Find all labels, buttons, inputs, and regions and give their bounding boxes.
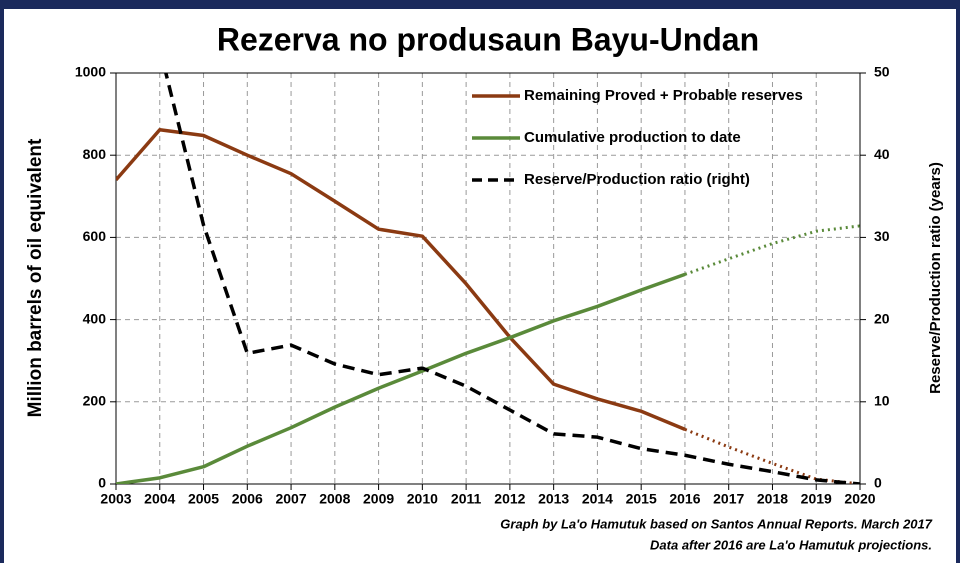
x-tick-label: 2009 xyxy=(363,491,394,507)
y2-tick-label: 10 xyxy=(874,393,890,409)
y-axis-label: Million barrels of oil equivalent xyxy=(25,138,46,417)
y-tick-label: 400 xyxy=(83,310,107,326)
plot-lines xyxy=(116,73,860,484)
x-tick-label: 2003 xyxy=(100,491,131,507)
y-tick-label: 1000 xyxy=(75,64,106,80)
legend-label: Remaining Proved + Probable reserves xyxy=(524,87,803,104)
chart: Rezerva no produsaun Bayu-Undan Million … xyxy=(25,21,944,552)
series-line xyxy=(684,224,860,276)
x-tick-label: 2013 xyxy=(538,491,569,507)
x-tick-label: 2012 xyxy=(494,491,525,507)
x-tick-label: 2016 xyxy=(669,491,700,507)
legend-label: Cumulative production to date xyxy=(524,129,741,146)
x-tick-label: 2005 xyxy=(188,491,219,507)
chart-title: Rezerva no produsaun Bayu-Undan xyxy=(217,21,759,57)
y2-tick-label: 50 xyxy=(874,64,890,80)
x-tick-label: 2017 xyxy=(713,491,744,507)
y-tick-label: 800 xyxy=(83,146,107,162)
y-tick-label: 200 xyxy=(83,393,107,409)
x-tick-label: 2004 xyxy=(144,491,175,507)
x-tick-label: 2014 xyxy=(582,491,613,507)
x-tick-label: 2020 xyxy=(844,491,875,507)
x-tick-label: 2007 xyxy=(275,491,306,507)
annotation: Data after 2016 are La'o Hamutuk project… xyxy=(650,537,932,552)
x-tick-label: 2019 xyxy=(801,491,832,507)
y2-axis-label: Reserve/Production ratio (years) xyxy=(927,162,944,394)
y-tick-label: 0 xyxy=(98,475,106,491)
x-tick-label: 2018 xyxy=(757,491,788,507)
y2-tick-label: 40 xyxy=(874,146,890,162)
x-tick-label: 2008 xyxy=(319,491,350,507)
legend-label: Reserve/Production ratio (right) xyxy=(524,171,750,188)
x-tick-label: 2010 xyxy=(407,491,438,507)
y2-tick-label: 30 xyxy=(874,228,890,244)
plot-frame xyxy=(115,72,861,485)
series-line xyxy=(684,427,860,484)
series-line xyxy=(164,73,860,484)
series-line xyxy=(116,127,686,431)
x-tick-label: 2006 xyxy=(232,491,263,507)
annotation: Graph by La'o Hamutuk based on Santos An… xyxy=(500,516,932,531)
y2-tick-label: 0 xyxy=(874,475,882,491)
x-tick-label: 2015 xyxy=(626,491,657,507)
series-line xyxy=(116,272,686,484)
y2-tick-label: 20 xyxy=(874,310,890,326)
x-tick-label: 2011 xyxy=(451,491,482,507)
y-tick-label: 600 xyxy=(83,228,107,244)
